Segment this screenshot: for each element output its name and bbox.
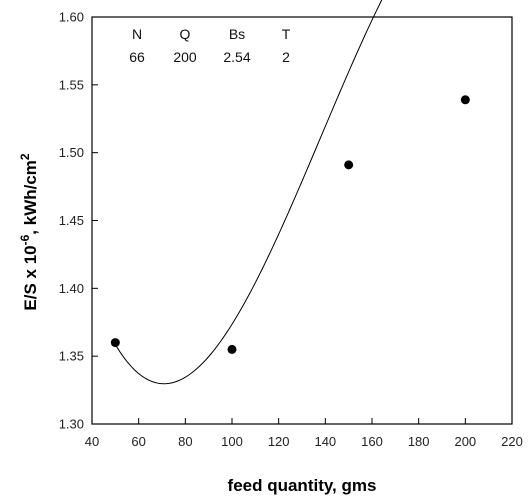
x-tick-label: 220 bbox=[501, 434, 523, 449]
param-value-bs: 2.54 bbox=[223, 49, 250, 65]
data-point bbox=[460, 95, 470, 105]
plot-frame bbox=[91, 16, 513, 425]
x-tick-label: 60 bbox=[131, 434, 145, 449]
y-axis-title-exp: -6 bbox=[18, 234, 32, 245]
y-tick-label: 1.60 bbox=[59, 10, 84, 25]
x-tick-label: 80 bbox=[178, 434, 192, 449]
axis-ticks bbox=[91, 16, 513, 425]
tick-labels: 40 60 80 100 120 140 160 180 200 220 1.30 1.35 1.40 1… bbox=[59, 10, 523, 450]
y-tick-label: 1.30 bbox=[59, 417, 84, 432]
x-tick-label: 100 bbox=[221, 434, 243, 449]
param-header-bs: Bs bbox=[229, 26, 245, 42]
x-tick-label: 120 bbox=[268, 434, 290, 449]
data-point bbox=[344, 160, 354, 170]
x-tick-label: 180 bbox=[408, 434, 430, 449]
y-tick-label: 1.55 bbox=[59, 77, 84, 92]
data-point bbox=[227, 344, 237, 354]
y-tick-label: 1.50 bbox=[59, 145, 84, 160]
fit-curve bbox=[114, 0, 383, 385]
param-header-q: Q bbox=[180, 26, 191, 42]
x-tick-label: 140 bbox=[314, 434, 336, 449]
y-tick-label: 1.35 bbox=[59, 349, 84, 364]
param-value-q: 200 bbox=[173, 49, 197, 65]
x-axis-title: feed quantity, gms bbox=[228, 476, 377, 495]
param-header-n: N bbox=[132, 26, 142, 42]
x-tick-label: 160 bbox=[361, 434, 383, 449]
y-axis-title-unit-exp: 2 bbox=[18, 153, 32, 160]
y-axis-title-base: E/S x 10 bbox=[21, 245, 40, 310]
param-header-t: T bbox=[282, 26, 291, 42]
x-tick-label: 40 bbox=[85, 434, 99, 449]
y-axis-title-unit: , kWh/cm bbox=[21, 160, 40, 235]
param-value-t: 2 bbox=[282, 49, 290, 65]
parameter-table: N Q Bs T 66 200 2.54 2 bbox=[129, 26, 291, 65]
data-points bbox=[110, 95, 470, 354]
y-tick-label: 1.45 bbox=[59, 213, 84, 228]
y-tick-label: 1.40 bbox=[59, 281, 84, 296]
data-point bbox=[110, 338, 120, 348]
param-value-n: 66 bbox=[129, 49, 145, 65]
y-axis-title: E/S x 10-6, kWh/cm2 bbox=[18, 153, 40, 311]
x-tick-label: 200 bbox=[454, 434, 476, 449]
